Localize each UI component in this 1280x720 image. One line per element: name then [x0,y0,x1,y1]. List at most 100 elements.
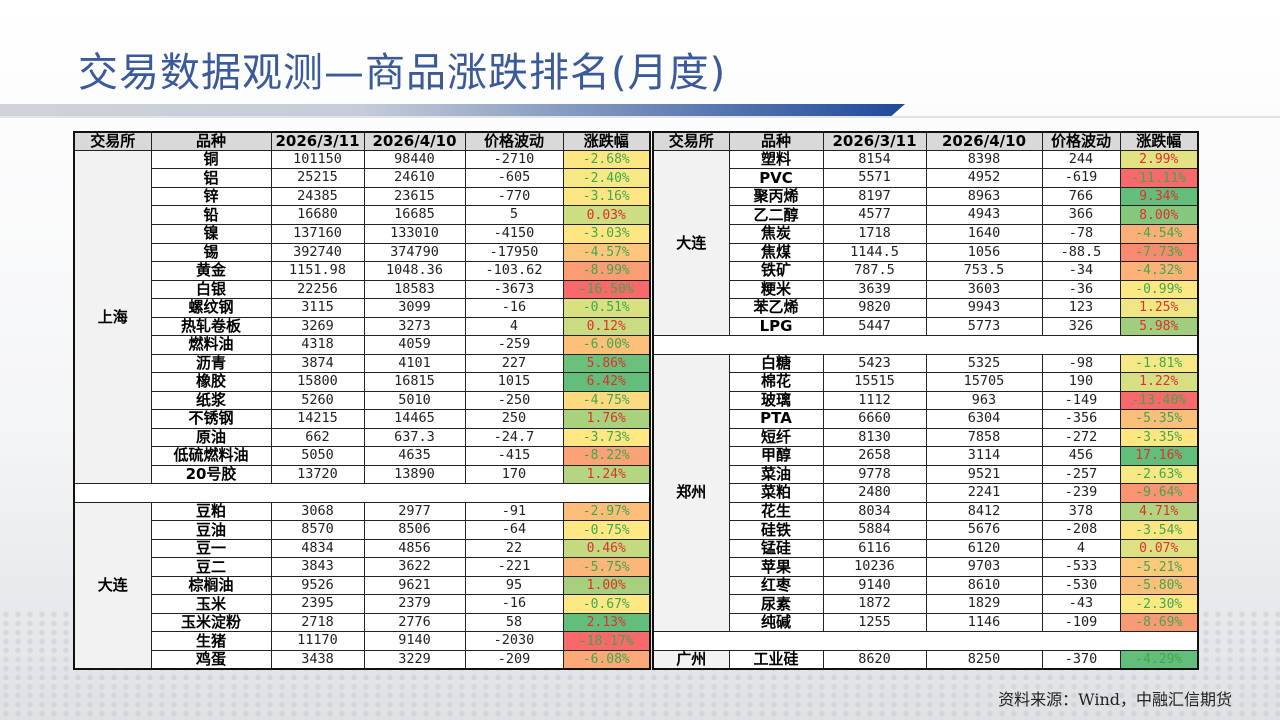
table-row: 花生 8034 8412 378 4.71% [653,501,1199,522]
commodity-table-left: 交易所 品种 2026/3/11 2026/4/10 价格波动 涨跌幅 上海铜 1… [73,131,651,670]
table-row: 不锈钢 14215 14465 250 1.76% [74,409,651,429]
pct-change-cell: -8.99% [562,261,651,281]
pct-change-cell: -7.73% [1119,242,1199,263]
table-row: 白银 22256 18583 -3673 -16.50% [74,279,651,300]
header-price-change: 价格波动 [1041,131,1121,151]
price-change-cell: 326 [1041,316,1121,337]
price-end-cell: 1829 [925,594,1043,614]
price-start-cell: 787.5 [822,261,927,281]
pct-change-cell: -13.40% [1119,390,1199,411]
variety-cell: 白糖 [728,353,824,374]
price-end-cell: 8506 [363,520,466,540]
price-end-cell: 9703 [925,557,1043,577]
header-date-end: 2026/4/10 [925,131,1043,151]
pct-change-cell: -18.17% [562,631,651,651]
variety-cell: 塑料 [728,149,824,170]
table-row: 豆二 3843 3622 -221 -5.75% [74,557,651,577]
price-end-cell: 5325 [925,353,1043,374]
table-row: 橡胶 15800 16815 1015 6.42% [74,372,651,392]
price-end-cell: 4635 [363,446,466,466]
pct-change-cell: 1.22% [1119,372,1199,392]
variety-cell: 鸡蛋 [150,649,272,670]
price-change-cell: -88.5 [1041,242,1121,263]
table-row: 生猪 11170 9140 -2030 -18.17% [74,631,651,651]
table-row: 玉米淀粉 2718 2776 58 2.13% [74,612,651,633]
price-end-cell: 5010 [363,390,466,411]
price-start-cell: 25215 [270,168,365,188]
header-pct-change: 涨跌幅 [562,131,651,151]
price-start-cell: 8154 [822,149,927,170]
price-end-cell: 5773 [925,316,1043,337]
price-end-cell: 3622 [363,557,466,577]
price-change-cell: -370 [1041,649,1121,670]
price-start-cell: 662 [270,427,365,448]
price-change-cell: 123 [1041,298,1121,318]
table-row: 原油 662 637.3 -24.7 -3.73% [74,427,651,448]
price-change-cell: -356 [1041,409,1121,429]
price-end-cell: 3099 [363,298,466,318]
price-end-cell: 18583 [363,279,466,300]
pct-change-cell: 5.98% [1119,316,1199,337]
header-date-start: 2026/3/11 [270,131,365,151]
price-end-cell: 1146 [925,612,1043,633]
pct-change-cell: -2.63% [1119,464,1199,485]
variety-cell: 甲醇 [728,446,824,466]
table-row: 黄金 1151.98 1048.36 -103.62 -8.99% [74,261,651,281]
pct-change-cell: -5.75% [562,557,651,577]
variety-cell: 菜粕 [728,483,824,503]
variety-cell: 短纤 [728,427,824,448]
data-source-note: 资料来源：Wind，中融汇信期货 [998,690,1232,709]
spacer-cell [652,335,1199,355]
price-start-cell: 8034 [822,501,927,522]
price-start-cell: 1255 [822,612,927,633]
variety-cell: 锰硅 [728,538,824,559]
variety-cell: 原油 [150,427,272,448]
variety-cell: 纯碱 [728,612,824,633]
price-end-cell: 2379 [363,594,466,614]
price-change-cell: -257 [1041,464,1121,485]
pct-change-cell: -2.40% [562,168,651,188]
price-end-cell: 2977 [363,501,466,522]
price-end-cell: 8610 [925,575,1043,596]
table-row: 粳米 3639 3603 -36 -0.99% [653,279,1199,300]
price-start-cell: 5447 [822,316,927,337]
price-change-cell: 190 [1041,372,1121,392]
price-start-cell: 9526 [270,575,365,596]
price-change-cell: -43 [1041,594,1121,614]
price-change-cell: -619 [1041,168,1121,188]
table-row: 焦煤 1144.5 1056 -88.5 -7.73% [653,242,1199,263]
price-end-cell: 2776 [363,612,466,633]
price-start-cell: 137160 [270,224,365,244]
table-row: 燃料油 4318 4059 -259 -6.00% [74,335,651,355]
variety-cell: 玉米 [150,594,272,614]
price-start-cell: 16680 [270,205,365,225]
header-pct-change: 涨跌幅 [1119,131,1199,151]
variety-cell: 花生 [728,501,824,522]
pct-change-cell: -2.30% [1119,594,1199,614]
pct-change-cell: -9.64% [1119,483,1199,503]
header-date-end: 2026/4/10 [363,131,466,151]
table-row: 焦炭 1718 1640 -78 -4.54% [653,224,1199,244]
price-change-cell: 58 [464,612,564,633]
table-row: 尿素 1872 1829 -43 -2.30% [653,594,1199,614]
pct-change-cell: -4.32% [1119,261,1199,281]
price-start-cell: 14215 [270,409,365,429]
price-change-cell: 4 [464,316,564,337]
price-end-cell: 3229 [363,649,466,670]
price-end-cell: 1056 [925,242,1043,263]
table-row: 短纤 8130 7858 -272 -3.35% [653,427,1199,448]
pct-change-cell: -1.81% [1119,353,1199,374]
table-row: 镍 137160 133010 -4150 -3.03% [74,224,651,244]
price-change-cell: 456 [1041,446,1121,466]
variety-cell: 菜油 [728,464,824,485]
table-row: 菜油 9778 9521 -257 -2.63% [653,464,1199,485]
price-start-cell: 6116 [822,538,927,559]
pct-change-cell: -4.75% [562,390,651,411]
spacer-cell [652,631,1199,651]
table-row: 铝 25215 24610 -605 -2.40% [74,168,651,188]
table-row: 锌 24385 23615 -770 -3.16% [74,186,651,207]
price-start-cell: 1144.5 [822,242,927,263]
price-end-cell: 3273 [363,316,466,337]
table-row: 棕榈油 9526 9621 95 1.00% [74,575,651,596]
price-end-cell: 2241 [925,483,1043,503]
